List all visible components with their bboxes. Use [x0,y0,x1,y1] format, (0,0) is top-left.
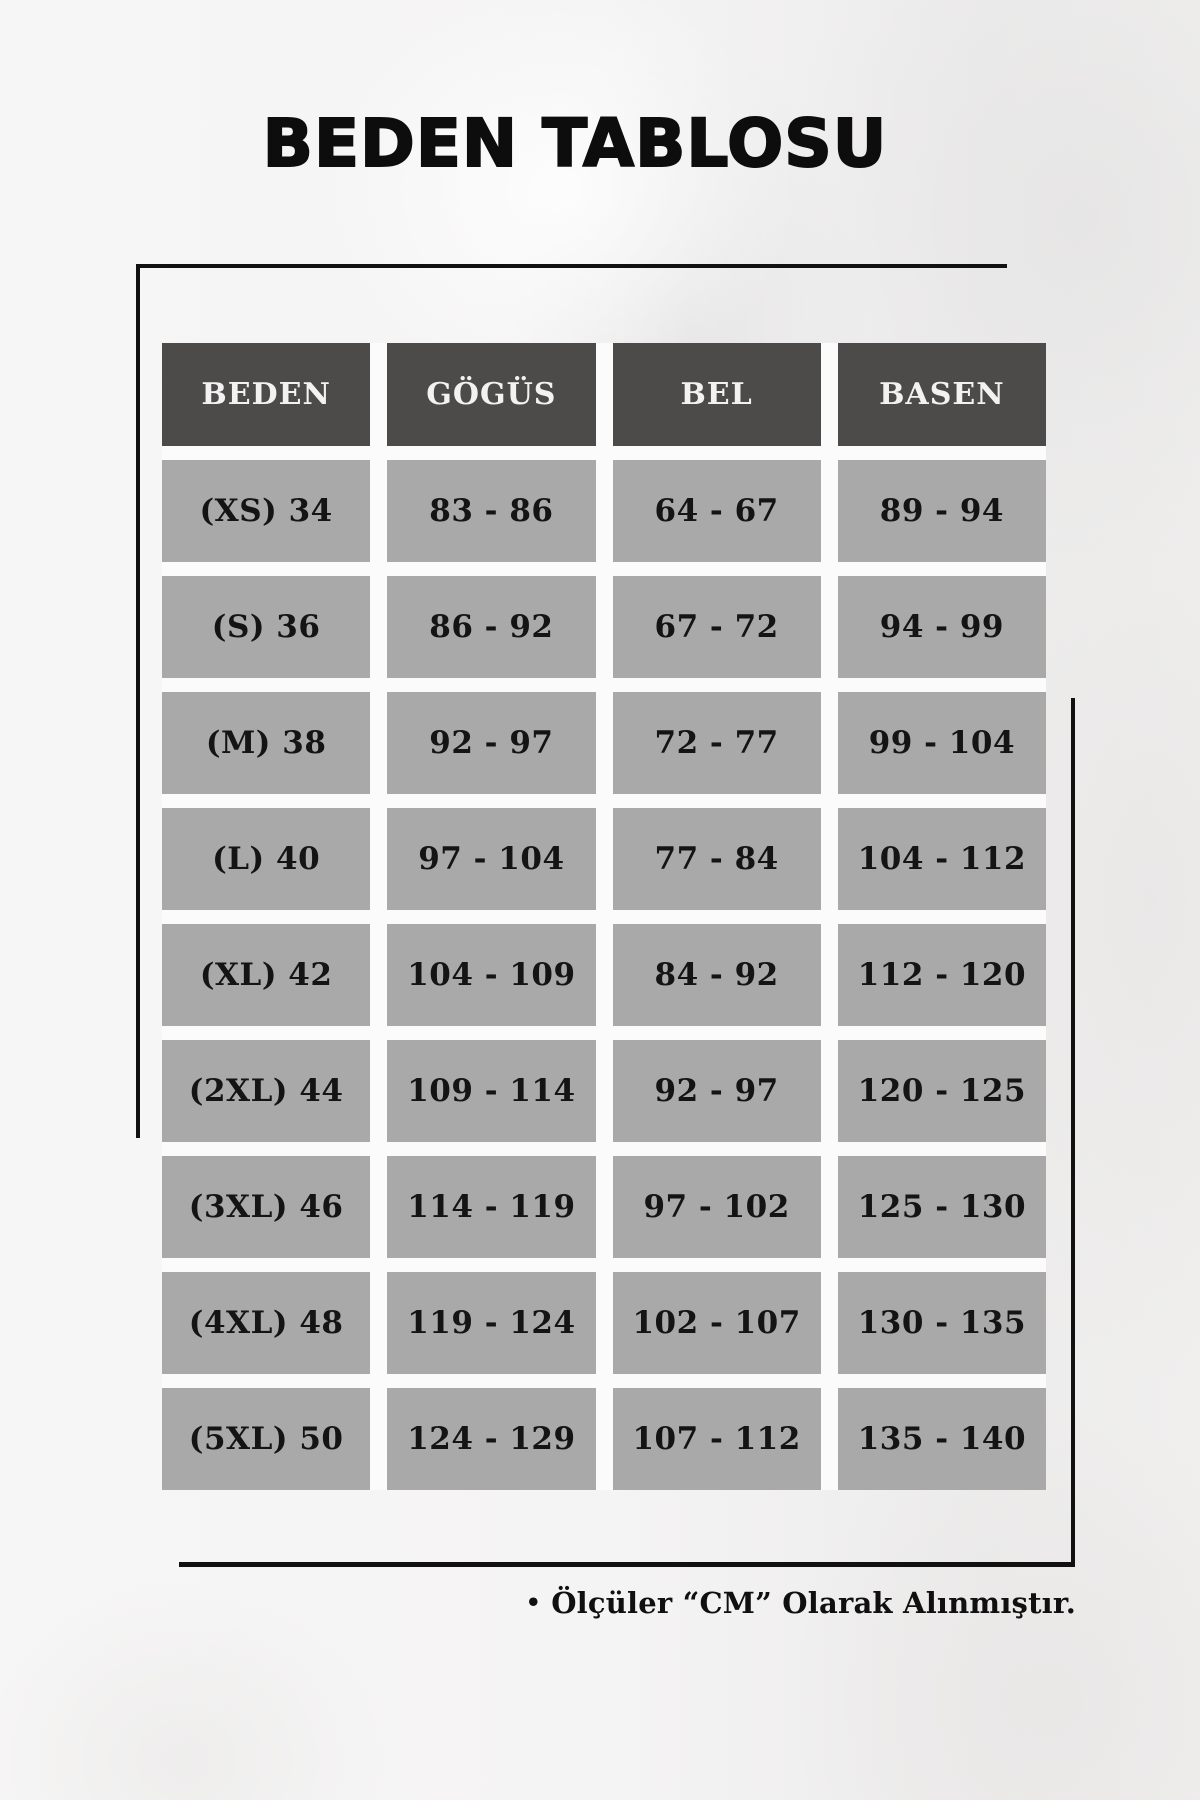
size-cell: (3XL) 46 [162,1156,371,1258]
measurement-cell: 92 - 97 [612,1040,821,1142]
measurement-cell: 72 - 77 [612,692,821,794]
size-cell: (5XL) 50 [162,1388,371,1490]
size-cell: (2XL) 44 [162,1040,371,1142]
measurement-cell: 104 - 109 [387,924,596,1026]
size-cell: (S) 36 [162,576,371,678]
measurement-cell: 135 - 140 [837,1388,1046,1490]
measurement-cell: 109 - 114 [387,1040,596,1142]
header-cell: GÖGÜS [387,343,596,446]
header-cell: BEL [612,343,821,446]
measurement-cell: 104 - 112 [837,808,1046,910]
decorative-frame-left-line [136,264,140,1138]
size-table: BEDEN GÖGÜS BEL BASEN (XS) 34 83 - 86 64 - 67 8… [162,343,1046,1490]
note-bullet: • [525,1588,542,1617]
measurement-cell: 125 - 130 [837,1156,1046,1258]
measurement-cell: 102 - 107 [612,1272,821,1374]
measurement-cell: 77 - 84 [612,808,821,910]
measurement-cell: 86 - 92 [387,576,596,678]
page-title: BEDEN TABLOSU [262,105,888,182]
measurement-cell: 114 - 119 [387,1156,596,1258]
measurement-note: • Ölçüler “CM” Olarak Alınmıştır. [526,1586,1076,1620]
measurement-cell: 94 - 99 [837,576,1046,678]
size-cell: (M) 38 [162,692,371,794]
size-cell: (XL) 42 [162,924,371,1026]
measurement-cell: 97 - 102 [612,1156,821,1258]
measurement-cell: 89 - 94 [837,460,1046,562]
decorative-frame-bottom-line [179,1562,1075,1567]
size-cell: (L) 40 [162,808,371,910]
size-cell: (XS) 34 [162,460,371,562]
measurement-cell: 84 - 92 [612,924,821,1026]
measurement-cell: 130 - 135 [837,1272,1046,1374]
measurement-cell: 112 - 120 [837,924,1046,1026]
header-cell: BEDEN [162,343,371,446]
measurement-cell: 107 - 112 [612,1388,821,1490]
measurement-cell: 67 - 72 [612,576,821,678]
measurement-cell: 120 - 125 [837,1040,1046,1142]
decorative-frame-right-line [1071,698,1075,1567]
header-cell: BASEN [837,343,1046,446]
size-cell: (4XL) 48 [162,1272,371,1374]
note-text: Ölçüler “CM” Olarak Alınmıştır. [551,1586,1076,1620]
measurement-cell: 83 - 86 [387,460,596,562]
measurement-cell: 64 - 67 [612,460,821,562]
measurement-cell: 92 - 97 [387,692,596,794]
measurement-cell: 124 - 129 [387,1388,596,1490]
measurement-cell: 119 - 124 [387,1272,596,1374]
measurement-cell: 97 - 104 [387,808,596,910]
decorative-frame-top-line [136,264,1007,268]
measurement-cell: 99 - 104 [837,692,1046,794]
